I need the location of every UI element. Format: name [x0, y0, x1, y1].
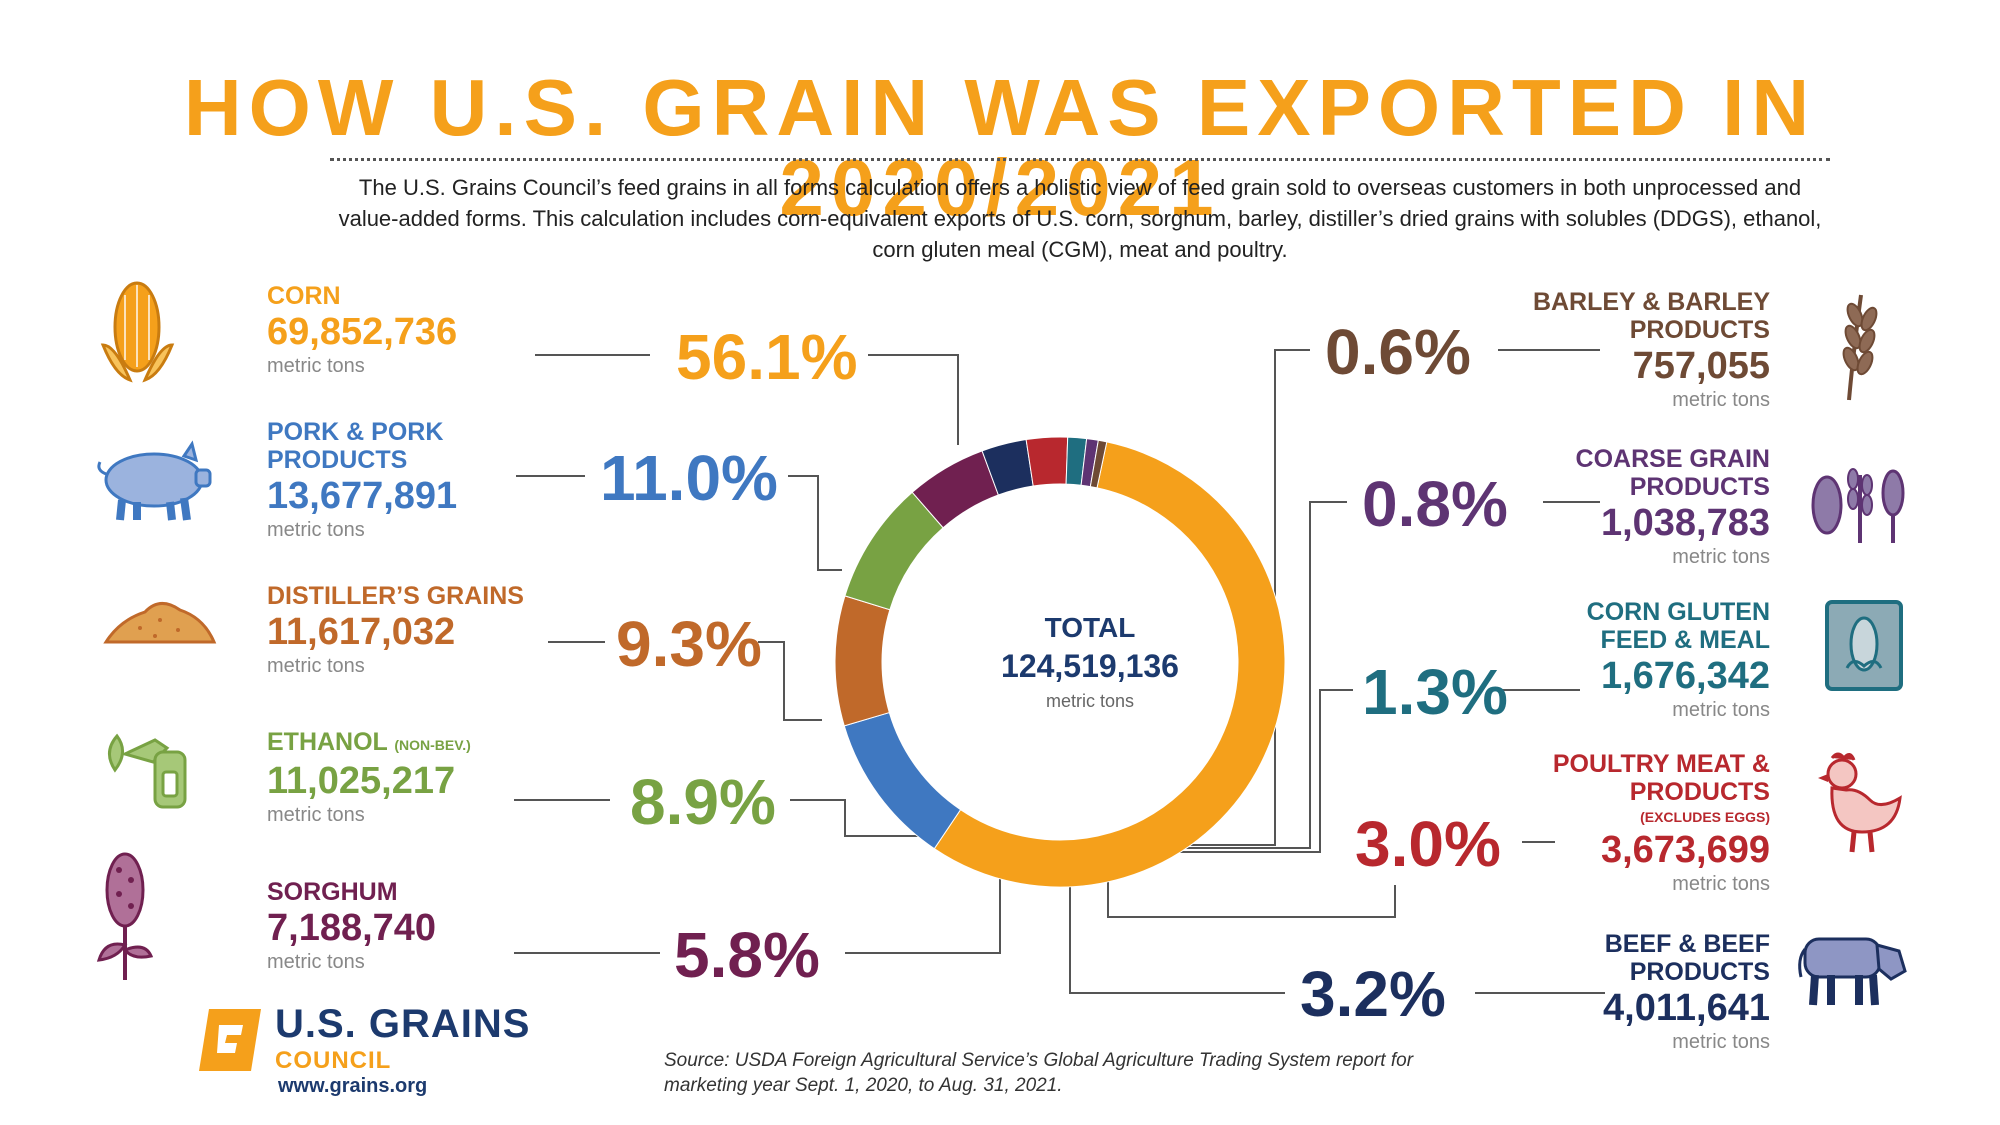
barley-percent: 0.6% — [1325, 316, 1471, 388]
ethanol-unit: metric tons — [267, 804, 365, 826]
cow-icon — [1798, 937, 1907, 1006]
logo-block: U.S. GRAINS COUNCIL — [275, 1002, 530, 1075]
total-unit: metric tons — [1045, 691, 1135, 711]
distillers-name: DISTILLER’S GRAINS — [267, 582, 524, 610]
connector-distillers-chart — [758, 641, 822, 721]
barley-label-block: BARLEY & BARLEY PRODUCTS 757,055 metric … — [1440, 288, 1770, 412]
beef-name-line1: BEEF & BEEF — [1604, 930, 1770, 958]
total-box: TOTAL 124,519,136 metric tons — [900, 612, 1280, 712]
gluten-value: 1,676,342 — [1600, 655, 1770, 697]
pork-percent: 11.0% — [600, 442, 778, 514]
fuel-pump-icon — [108, 733, 187, 809]
corn-label-block: CORN 69,852,736 metric tons — [267, 282, 457, 378]
poultry-note: (EXCLUDES EGGS) — [1640, 809, 1770, 825]
gluten-name-line2: FEED & MEAL — [1600, 626, 1770, 654]
beef-unit: metric tons — [1672, 1031, 1770, 1053]
coarse-name-line2: PRODUCTS — [1629, 473, 1770, 501]
coarse-grains-icon — [1811, 468, 1905, 543]
slice-corn — [933, 441, 1286, 888]
coarse-name-line1: COARSE GRAIN — [1575, 445, 1770, 473]
distillers-unit: metric tons — [267, 655, 365, 677]
connector-corn-chart — [868, 354, 959, 445]
slice-pork — [843, 711, 962, 850]
chicken-icon — [1818, 752, 1902, 853]
connector-poultry-chart — [1107, 868, 1396, 918]
coarse-label-block: COARSE GRAIN PRODUCTS 1,038,783 metric t… — [1440, 445, 1770, 569]
sorghum-unit: metric tons — [267, 951, 365, 973]
feed-bag-icon — [1825, 600, 1903, 691]
sorghum-value: 7,188,740 — [267, 907, 437, 949]
slice-barley — [1089, 439, 1108, 489]
connector-coarse-chart — [1153, 501, 1347, 849]
title-divider — [330, 158, 1830, 161]
logo-sub-text: COUNCIL — [275, 1047, 392, 1074]
sorghum-icon — [96, 852, 154, 980]
pork-name-line1: PORK & PORK — [267, 418, 444, 446]
beef-percent: 3.2% — [1300, 958, 1446, 1030]
distillers-percent: 9.3% — [616, 608, 762, 680]
gluten-unit: metric tons — [1672, 699, 1770, 721]
connector-sorghum-chart — [845, 876, 1001, 954]
ethanol-value: 11,025,217 — [267, 760, 456, 802]
corn-name: CORN — [267, 282, 341, 310]
ethanol-label-block: ETHANOL (NON-BEV.) 11,025,217 metric ton… — [267, 728, 471, 827]
gluten-percent: 1.3% — [1362, 656, 1508, 728]
poultry-name-line1: POULTRY MEAT & — [1552, 750, 1770, 778]
ethanol-note: (NON-BEV.) — [394, 737, 471, 753]
sorghum-name: SORGHUM — [267, 878, 398, 906]
pork-value: 13,677,891 — [267, 475, 458, 517]
connector-pork-chart — [788, 475, 842, 571]
distillers-label-block: DISTILLER’S GRAINS 11,617,032 metric ton… — [267, 582, 524, 678]
distillers-value: 11,617,032 — [267, 611, 456, 653]
ethanol-percent: 8.9% — [630, 766, 776, 838]
coarse-percent: 0.8% — [1362, 468, 1508, 540]
total-label: TOTAL — [1044, 612, 1136, 643]
slice-distillers — [834, 595, 891, 727]
source-line2: marketing year Sept. 1, 2020, to Aug. 31… — [664, 1075, 1063, 1096]
intro-text: The U.S. Grains Council’s feed grains in… — [338, 175, 1822, 262]
website-link[interactable]: www.grains.org — [278, 1075, 428, 1097]
connector-beef-chart — [1069, 882, 1285, 994]
barley-name-line1: BARLEY & BARLEY — [1532, 288, 1770, 316]
poultry-value: 3,673,699 — [1600, 829, 1770, 871]
beef-label-block: BEEF & BEEF PRODUCTS 4,011,641 metric to… — [1440, 930, 1770, 1054]
corn-value: 69,852,736 — [267, 311, 458, 353]
source-line1: Source: USDA Foreign Agricultural Servic… — [664, 1050, 1414, 1071]
pork-name-line2: PRODUCTS — [267, 446, 408, 474]
poultry-label-block: POULTRY MEAT & PRODUCTS (EXCLUDES EGGS) … — [1440, 750, 1770, 896]
corn-icon — [100, 281, 175, 383]
slice-poultry — [1025, 436, 1069, 487]
total-value: 124,519,136 — [1001, 648, 1179, 684]
pork-unit: metric tons — [267, 519, 365, 541]
beef-value: 4,011,641 — [1603, 987, 1770, 1029]
connector-ethanol-chart — [790, 799, 930, 837]
beef-name-line2: PRODUCTS — [1629, 958, 1770, 986]
logo-main-text: U.S. GRAINS — [275, 1002, 531, 1046]
barley-name-line2: PRODUCTS — [1629, 316, 1770, 344]
coarse-value: 1,038,783 — [1600, 502, 1770, 544]
donut-slices — [834, 436, 1286, 888]
connector-gluten-chart — [1143, 689, 1353, 853]
grain-pile-icon — [103, 602, 217, 644]
gluten-label-block: CORN GLUTEN FEED & MEAL 1,676,342 metric… — [1440, 598, 1770, 722]
pig-icon — [97, 440, 212, 521]
gluten-name-line1: CORN GLUTEN — [1586, 598, 1770, 626]
grains-council-logo-icon — [199, 1009, 261, 1071]
coarse-unit: metric tons — [1672, 546, 1770, 568]
ethanol-name: ETHANOL — [267, 728, 388, 756]
pork-label-block: PORK & PORK PRODUCTS 13,677,891 metric t… — [267, 418, 457, 542]
sorghum-label-block: SORGHUM 7,188,740 metric tons — [267, 878, 436, 974]
corn-unit: metric tons — [267, 355, 365, 377]
source-note: Source: USDA Foreign Agricultural Servic… — [664, 1048, 1424, 1098]
wheat-icon — [1842, 294, 1878, 401]
corn-percent: 56.1% — [676, 321, 858, 393]
sorghum-percent: 5.8% — [674, 919, 820, 991]
poultry-percent: 3.0% — [1355, 808, 1501, 880]
poultry-unit: metric tons — [1672, 873, 1770, 895]
barley-value: 757,055 — [1632, 345, 1770, 387]
poultry-name-line2: PRODUCTS — [1629, 778, 1770, 806]
barley-unit: metric tons — [1672, 389, 1770, 411]
